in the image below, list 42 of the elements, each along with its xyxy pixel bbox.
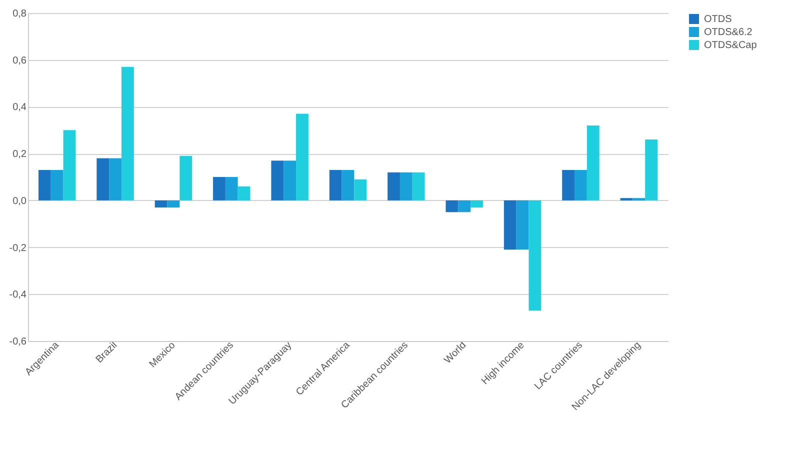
bar: [121, 66, 134, 200]
bar: [238, 186, 250, 200]
y-tick-label: -0,6: [9, 336, 27, 348]
bar: [412, 172, 425, 200]
y-tick-label: 0,0: [12, 196, 27, 207]
bar: [516, 200, 529, 250]
bar: [296, 114, 308, 200]
bar: [354, 179, 367, 200]
bar: [63, 130, 76, 200]
y-tick-label: 0,8: [12, 8, 27, 20]
bar: [562, 170, 575, 200]
bar: [109, 158, 122, 200]
bar: [388, 172, 400, 200]
bar: [213, 177, 226, 200]
y-tick-label: -0,4: [9, 290, 27, 301]
y-tick-label: 0,4: [12, 102, 27, 114]
bar: [342, 170, 354, 200]
bar: [470, 200, 483, 208]
bar: [329, 170, 342, 200]
bar: [284, 160, 296, 200]
bar: [458, 200, 471, 212]
bar: [400, 172, 412, 200]
bar: [645, 140, 658, 200]
bar: [180, 156, 192, 200]
bar: [504, 200, 516, 250]
y-tick-label: -0,2: [9, 242, 27, 254]
y-tick-label: 0,2: [12, 149, 27, 160]
bar: [574, 170, 587, 200]
bar: [50, 170, 64, 200]
bar: [167, 200, 180, 208]
bar: [271, 160, 284, 200]
bar: [528, 200, 542, 311]
y-tick-label: 0,6: [12, 55, 27, 66]
bar: [225, 177, 238, 200]
bar: [38, 170, 51, 200]
legend-label: OTDS&6.2: [704, 27, 753, 38]
bar: [586, 125, 600, 200]
bar: [446, 200, 458, 212]
bar: [96, 158, 110, 200]
bar: [154, 200, 168, 208]
legend-label: OTDS: [704, 14, 732, 25]
legend-label: OTDS&Cap: [704, 40, 758, 51]
